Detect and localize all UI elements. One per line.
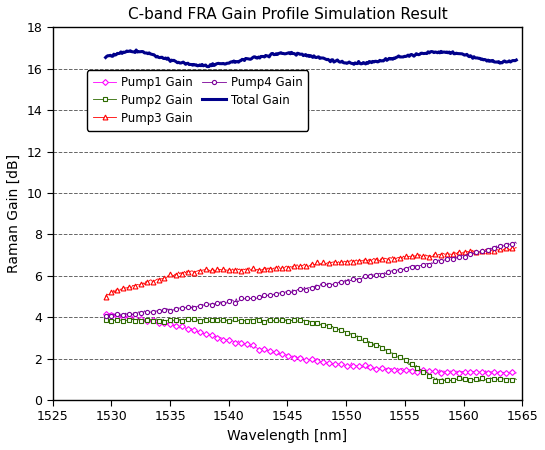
Total Gain [510,58,516,63]
Pump1 Gain [213,334,220,339]
Total Gain [102,55,109,60]
Pump1 Gain [496,370,503,375]
Pump1 Gain [513,370,519,376]
Total Gain [294,50,301,56]
Pump3 Gain [345,260,352,265]
Pump4 Gain [346,277,353,283]
Pump1 Gain [106,310,112,316]
Pump4 Gain [512,239,518,245]
Line: Pump1 Gain: Pump1 Gain [104,311,518,376]
Pump4 Gain [323,283,329,288]
Pump4 Gain [508,241,515,247]
Pump1 Gain [293,354,300,359]
Line: Pump3 Gain: Pump3 Gain [103,245,519,299]
Total Gain [324,57,330,63]
Pump2 Gain [212,318,219,323]
Pump3 Gain [507,247,514,252]
Line: Pump2 Gain: Pump2 Gain [104,316,518,384]
Pump1 Gain [510,371,516,377]
Pump2 Gain [498,377,504,382]
Pump3 Gain [102,294,109,299]
Pump1 Gain [346,363,353,368]
Total Gain [347,60,354,66]
Pump4 Gain [293,288,300,294]
Pump2 Gain [510,376,516,382]
Pump3 Gain [212,268,219,274]
Pump2 Gain [513,377,519,382]
Pump3 Gain [495,248,502,253]
Pump2 Gain [451,379,457,384]
Pump3 Gain [321,261,328,266]
Pump2 Gain [293,318,300,323]
Pump1 Gain [508,370,515,375]
Line: Pump4 Gain: Pump4 Gain [104,240,518,319]
Total Gain [133,47,140,53]
X-axis label: Wavelength [nm]: Wavelength [nm] [227,429,348,443]
Pump4 Gain [116,314,122,319]
Pump1 Gain [323,360,329,365]
Total Gain [498,60,504,66]
Title: C-band FRA Gain Profile Simulation Result: C-band FRA Gain Profile Simulation Resul… [128,7,447,22]
Pump3 Gain [513,245,519,251]
Total Gain [205,64,211,69]
Legend: Pump1 Gain, Pump2 Gain, Pump3 Gain, Pump4 Gain, Total Gain: Pump1 Gain, Pump2 Gain, Pump3 Gain, Pump… [87,71,308,130]
Pump1 Gain [102,311,109,316]
Pump4 Gain [496,244,503,249]
Pump2 Gain [102,317,109,323]
Total Gain [214,61,221,66]
Pump4 Gain [213,301,220,306]
Pump3 Gain [292,265,298,270]
Line: Total Gain: Total Gain [106,50,516,67]
Total Gain [513,57,519,63]
Pump4 Gain [102,313,109,319]
Pump4 Gain [513,240,519,246]
Pump2 Gain [323,323,329,328]
Y-axis label: Raman Gain [dB]: Raman Gain [dB] [7,154,21,273]
Pump2 Gain [253,315,259,320]
Pump2 Gain [346,331,353,337]
